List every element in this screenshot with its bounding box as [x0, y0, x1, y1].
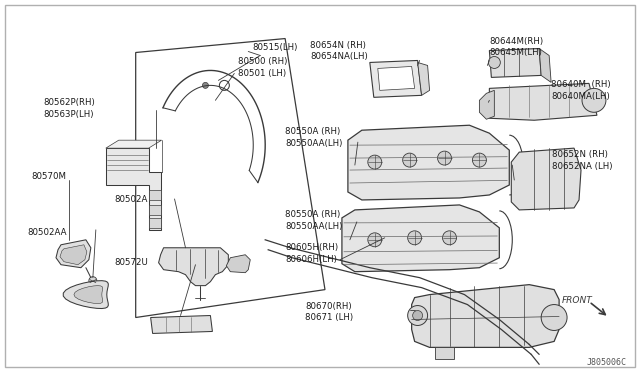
Text: 80550A (RH)
80550AA(LH): 80550A (RH) 80550AA(LH) — [285, 210, 342, 231]
Polygon shape — [378, 67, 415, 90]
Polygon shape — [348, 125, 509, 200]
Text: 80644M(RH)
80645M(LH): 80644M(RH) 80645M(LH) — [490, 36, 543, 57]
Polygon shape — [148, 218, 161, 228]
Text: 80515(LH): 80515(LH) — [252, 42, 298, 52]
Polygon shape — [511, 148, 581, 210]
Polygon shape — [342, 205, 499, 272]
Circle shape — [442, 231, 456, 245]
Circle shape — [368, 155, 382, 169]
Circle shape — [403, 153, 417, 167]
Polygon shape — [150, 315, 212, 333]
Text: 80562P(RH)
80563P(LH): 80562P(RH) 80563P(LH) — [43, 98, 95, 119]
Polygon shape — [106, 140, 161, 148]
Polygon shape — [159, 248, 228, 286]
Text: 80605H(RH)
80606H(LH): 80605H(RH) 80606H(LH) — [285, 243, 339, 264]
Circle shape — [582, 89, 606, 112]
Text: J805006C: J805006C — [587, 358, 627, 367]
Polygon shape — [227, 255, 250, 273]
Circle shape — [89, 277, 97, 285]
Polygon shape — [370, 61, 422, 97]
Text: 80652N (RH)
80652NA (LH): 80652N (RH) 80652NA (LH) — [552, 150, 612, 171]
Circle shape — [408, 305, 428, 326]
Polygon shape — [106, 148, 161, 230]
Circle shape — [438, 151, 451, 165]
Text: 80502A: 80502A — [115, 195, 148, 204]
Circle shape — [408, 231, 422, 245]
Polygon shape — [412, 285, 559, 347]
Circle shape — [368, 233, 382, 247]
Polygon shape — [418, 62, 429, 95]
Text: 80654N (RH)
80654NA(LH): 80654N (RH) 80654NA(LH) — [310, 41, 368, 61]
Circle shape — [472, 153, 486, 167]
Circle shape — [488, 57, 500, 68]
Circle shape — [541, 305, 567, 330]
Polygon shape — [539, 48, 551, 82]
Text: 80640M  (RH)
80640MA(LH): 80640M (RH) 80640MA(LH) — [551, 80, 611, 101]
Text: 80572U: 80572U — [115, 258, 148, 267]
Circle shape — [202, 82, 209, 89]
Polygon shape — [63, 280, 108, 308]
Polygon shape — [148, 205, 161, 215]
Text: 80570M: 80570M — [31, 172, 66, 181]
Text: FRONT: FRONT — [562, 296, 593, 305]
Text: 80500 (RH)
80501 (LH): 80500 (RH) 80501 (LH) — [238, 58, 288, 78]
Polygon shape — [479, 90, 494, 119]
Polygon shape — [148, 190, 161, 200]
Text: 80502AA: 80502AA — [27, 228, 67, 237]
Polygon shape — [490, 48, 541, 77]
Circle shape — [413, 311, 422, 321]
Polygon shape — [490, 83, 597, 120]
Text: 80670(RH)
80671 (LH): 80670(RH) 80671 (LH) — [305, 302, 353, 323]
Polygon shape — [74, 286, 102, 304]
Text: 80550A (RH)
80550AA(LH): 80550A (RH) 80550AA(LH) — [285, 127, 342, 148]
Polygon shape — [56, 240, 91, 268]
Polygon shape — [60, 245, 87, 265]
Polygon shape — [435, 347, 454, 359]
